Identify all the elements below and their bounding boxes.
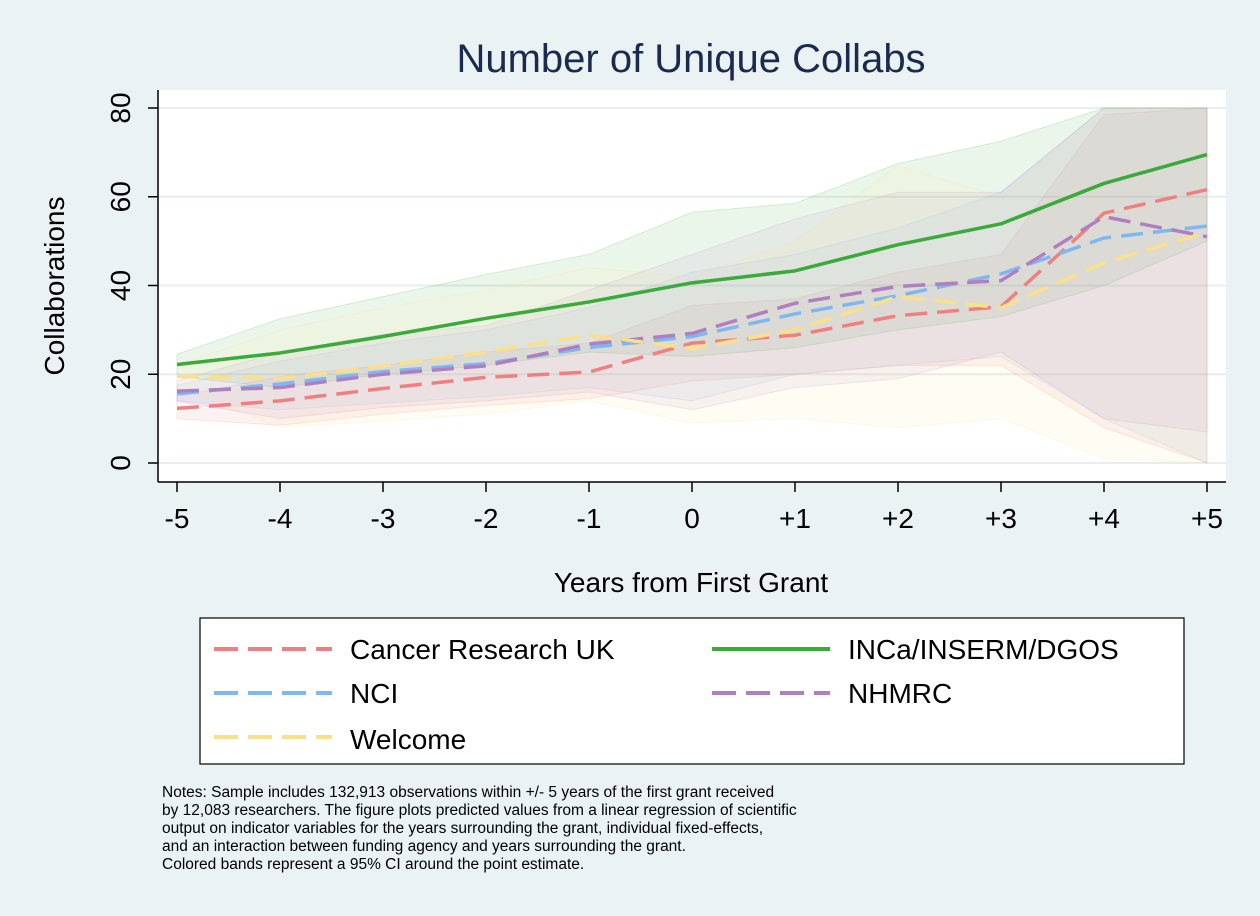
series-lines bbox=[176, 152, 1208, 411]
series-line-cancer-research-uk bbox=[176, 187, 1208, 411]
y-tick-label-80: 80 bbox=[105, 92, 136, 123]
series-line-nci bbox=[176, 224, 1208, 396]
x-tick-label-0: 0 bbox=[684, 503, 700, 534]
series-line-inca-inserm-dgos bbox=[176, 152, 1208, 367]
x-tick-label-1: +1 bbox=[779, 503, 811, 534]
legend-box bbox=[199, 617, 1185, 765]
x-tick-label-3: -3 bbox=[371, 503, 396, 534]
y-axis-label: Collaborations bbox=[39, 197, 70, 376]
legend-label-cancer-research-uk: Cancer Research UK bbox=[350, 634, 615, 665]
ci-band-cancer-research-uk bbox=[176, 107, 1208, 464]
chart-title: Number of Unique Collabs bbox=[456, 37, 925, 81]
x-axis-label: Years from First Grant bbox=[554, 567, 829, 598]
series-line-welcome bbox=[176, 230, 1208, 381]
legend-label-nhmrc: NHMRC bbox=[848, 678, 952, 709]
series-line-nhmrc bbox=[176, 214, 1208, 393]
y-tick-label-0: 0 bbox=[105, 455, 136, 471]
note-line-3: output on indicator variables for the ye… bbox=[162, 820, 763, 837]
x-tick-label-5: -5 bbox=[165, 503, 190, 534]
ci-band-nhmrc bbox=[176, 107, 1208, 433]
x-tick-label-4: +4 bbox=[1088, 503, 1120, 534]
x-tick-label-1: -1 bbox=[577, 503, 602, 534]
x-tick-label-2: +2 bbox=[882, 503, 914, 534]
gridlines bbox=[158, 107, 1226, 464]
ci-band-welcome bbox=[176, 107, 1208, 464]
note-line-4: and an interaction between funding agenc… bbox=[162, 838, 686, 855]
y-tick-label-20: 20 bbox=[105, 359, 136, 390]
x-tick-label-3: +3 bbox=[985, 503, 1017, 534]
x-tick-label-2: -2 bbox=[474, 503, 499, 534]
note-line-5: Colored bands represent a 95% CI around … bbox=[162, 856, 584, 873]
y-tick-label-40: 40 bbox=[105, 270, 136, 301]
legend-label-inca: INCa/INSERM/DGOS bbox=[848, 634, 1119, 665]
note-line-2: by 12,083 researchers. The figure plots … bbox=[162, 802, 797, 819]
x-tick-label-5: +5 bbox=[1191, 503, 1223, 534]
ci-band-nci bbox=[176, 107, 1208, 464]
x-tick-label-4: -4 bbox=[268, 503, 293, 534]
y-tick-label-60: 60 bbox=[105, 181, 136, 212]
confidence-bands bbox=[176, 107, 1208, 464]
legend-label-welcome: Welcome bbox=[350, 724, 466, 755]
y-axis-ticks: 0 20 40 60 80 bbox=[105, 92, 158, 471]
x-axis-ticks: -5 -4 -3 -2 -1 0 +1 +2 +3 +4 +5 bbox=[165, 482, 1223, 534]
legend-label-nci: NCI bbox=[350, 678, 398, 709]
note-line-1: Notes: Sample includes 132,913 observati… bbox=[162, 784, 774, 801]
